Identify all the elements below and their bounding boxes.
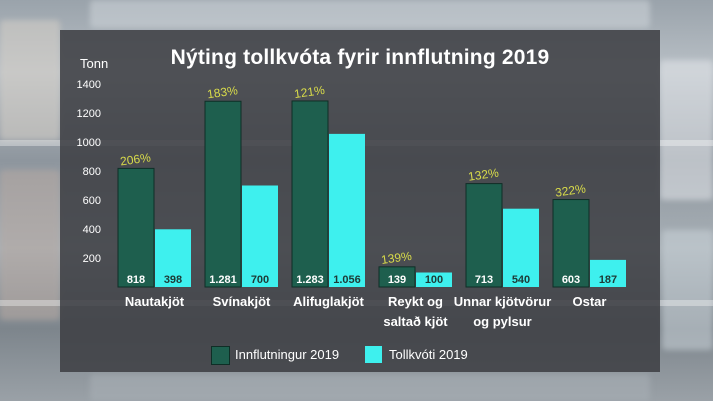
x-category-label: Unnar kjötvörur: [454, 294, 552, 309]
percentage-annotation: 206%: [119, 150, 152, 168]
x-category-label: Svínakjöt: [213, 294, 271, 309]
x-category-label: Nautakjöt: [125, 294, 185, 309]
bar-value-label: 398: [164, 274, 182, 286]
y-tick-label: 800: [83, 166, 101, 178]
percentage-annotation: 121%: [293, 83, 326, 101]
x-category-label: saltað kjöt: [383, 314, 448, 329]
bar-value-label: 1.281: [209, 274, 237, 286]
bar-innflutningur: [204, 100, 242, 288]
y-tick-label: 600: [83, 195, 101, 207]
bar-innflutningur: [465, 183, 503, 288]
x-category-label: Alifuglakjöt: [293, 294, 364, 309]
bar-innflutningur: [291, 100, 329, 288]
bar-tollkvoti: [329, 133, 365, 287]
bar-value-label: 1.056: [333, 274, 361, 286]
percentage-annotation: 322%: [554, 181, 587, 199]
x-category-label: Reykt og: [388, 294, 443, 309]
y-tick-label: 200: [83, 253, 101, 265]
y-tick-label: 400: [83, 224, 101, 236]
bar-value-label: 700: [251, 274, 269, 286]
percentage-annotation: 183%: [206, 83, 239, 101]
bar-tollkvoti: [416, 272, 452, 287]
bar-tollkvoti: [503, 208, 539, 287]
bar-value-label: 603: [562, 274, 580, 286]
bar-value-label: 139: [388, 274, 406, 286]
legend-swatch-innflutningur: [211, 346, 230, 365]
bar-tollkvoti: [155, 229, 191, 287]
bar-innflutningur: [552, 199, 590, 288]
y-tick-label: 1000: [77, 137, 101, 149]
bar-tollkvoti: [590, 259, 626, 287]
chart-title: Nýting tollkvóta fyrir innflutning 2019: [170, 46, 550, 69]
bar-value-label: 100: [425, 274, 443, 286]
x-category-label: og pylsur: [473, 314, 532, 329]
bar-tollkvoti: [242, 185, 278, 287]
bar-value-label: 187: [599, 274, 617, 286]
bar-value-label: 540: [512, 274, 530, 286]
percentage-annotation: 132%: [467, 166, 500, 184]
bar-innflutningur: [117, 167, 155, 288]
bar-value-label: 713: [475, 274, 493, 286]
y-tick-label: 1200: [77, 108, 101, 120]
bar-value-label: 818: [127, 274, 145, 286]
legend-swatch-tollkvoti: [365, 346, 382, 363]
percentage-annotation: 139%: [380, 249, 413, 267]
bar-innflutningur: [378, 266, 416, 288]
y-tick-label: 1400: [77, 79, 101, 91]
x-category-label: Ostar: [573, 294, 607, 309]
y-axis-unit-label: Tonn: [80, 56, 109, 71]
bar-value-label: 1.283: [296, 274, 324, 286]
legend-label-innflutningur: Innflutningur 2019: [235, 347, 340, 362]
legend-label-tollkvoti: Tollkvóti 2019: [389, 347, 468, 362]
